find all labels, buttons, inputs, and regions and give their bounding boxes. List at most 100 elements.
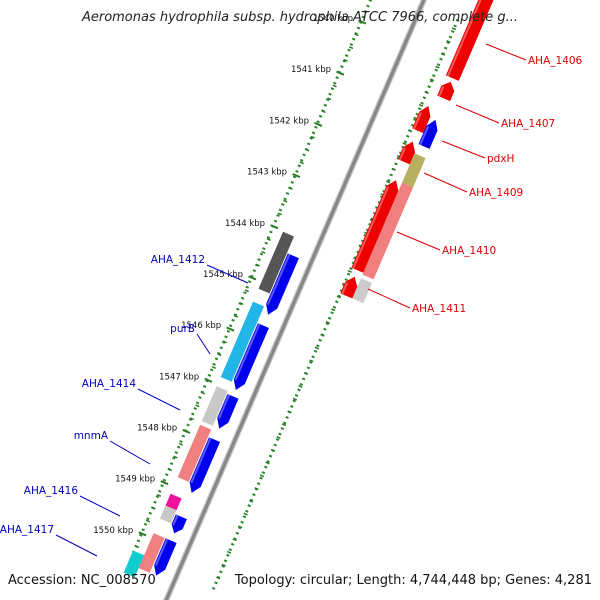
minor-tick — [440, 52, 446, 56]
gene-arrow-aha-1410c — [340, 276, 358, 299]
minor-tick — [173, 455, 178, 459]
feature-highlight — [352, 186, 390, 269]
gene-label-left: AHA_1417 — [0, 524, 54, 536]
tick-label: 1549 kbp — [115, 475, 155, 485]
gene-label-right: AHA_1407 — [501, 118, 555, 130]
tick-label: 1550 kbp — [93, 526, 133, 536]
major-tick — [314, 121, 323, 127]
minor-tick — [309, 359, 314, 363]
leader-line — [367, 288, 411, 309]
gene-arrow-mnma-fwd — [189, 437, 220, 493]
gene-label-left: AHA_1416 — [24, 485, 79, 497]
minor-tick — [277, 212, 282, 216]
minor-tick — [276, 436, 281, 439]
gene-arrow-aha-1416-fwd — [171, 514, 187, 534]
leader-line — [109, 440, 151, 465]
minor-tick — [244, 289, 249, 293]
feature-highlight — [217, 394, 231, 419]
gene-arrow-aha-1412 — [258, 231, 294, 294]
major-tick — [182, 428, 191, 434]
gene-label-right: pdxH — [487, 153, 514, 165]
minor-tick — [167, 468, 173, 472]
gene-arrow-aha-1414-fwd — [217, 394, 239, 429]
minor-tick — [327, 97, 332, 101]
leader-line — [79, 495, 121, 517]
gene-label-left: purB — [170, 323, 195, 335]
minor-tick — [283, 199, 288, 203]
major-tick — [358, 19, 367, 25]
minor-tick — [255, 263, 260, 267]
minor-tick — [254, 487, 259, 491]
gene-label-left: AHA_1412 — [151, 254, 205, 266]
minor-tick — [299, 161, 304, 165]
minor-tick — [287, 410, 292, 414]
gene-arrow-aha-1410a — [351, 180, 399, 273]
minor-tick — [233, 314, 238, 318]
minor-tick — [217, 353, 222, 357]
feature-highlight — [412, 112, 422, 130]
minor-tick — [238, 525, 243, 529]
gene-arrow-aha-1418 — [123, 550, 145, 578]
backbone-line — [164, 0, 426, 600]
minor-tick — [259, 474, 265, 478]
feature-highlight — [234, 323, 261, 381]
minor-tick — [424, 91, 429, 95]
gene-arrow-mnma — [177, 424, 212, 482]
minor-tick — [298, 384, 303, 388]
minor-tick — [446, 40, 451, 43]
feature-highlight — [446, 0, 482, 77]
gene-arrow-aha-1412-fwd — [266, 253, 299, 315]
minor-tick — [261, 250, 266, 254]
minor-tick — [391, 167, 396, 171]
feature-highlight — [190, 437, 212, 484]
gene-arrow-purb-fwd — [233, 323, 269, 390]
minor-tick — [195, 404, 200, 408]
minor-tick — [156, 494, 162, 497]
leader-line — [137, 388, 181, 411]
tick-label: 1545 kbp — [203, 270, 243, 280]
tick-label: 1542 kbp — [269, 116, 309, 126]
gene-arrow-aha-1417 — [138, 533, 165, 573]
minor-tick — [349, 46, 354, 50]
minor-tick — [134, 545, 140, 549]
minor-tick — [314, 346, 319, 350]
gene-arrow-aha-1406 — [445, 0, 494, 81]
minor-tick — [178, 442, 184, 446]
minor-tick — [232, 538, 237, 542]
feature-highlight — [266, 253, 291, 306]
gc-content-dots — [131, 0, 460, 590]
minor-tick — [325, 321, 330, 324]
minor-tick — [221, 563, 226, 567]
minor-tick — [336, 295, 341, 299]
leader-line — [396, 231, 441, 251]
minor-tick — [429, 78, 435, 82]
minor-tick — [402, 142, 407, 146]
gene-label-right: AHA_1409 — [469, 187, 523, 199]
tick-label: 1547 kbp — [159, 372, 199, 382]
tick-marks: 1540 kbp 1541 kbp 1542 kbp 1543 kbp 1544 kbp… — [93, 14, 457, 580]
gene-arrow-aha-1411 — [352, 278, 372, 304]
gene-arrow-aha-1406-tail — [437, 81, 455, 102]
minor-tick — [343, 58, 348, 62]
minor-tick — [305, 148, 310, 152]
label-leaders — [55, 43, 527, 557]
tick-label: 1548 kbp — [137, 424, 177, 434]
gc-dotted-line — [211, 19, 460, 590]
feature-highlight — [419, 126, 430, 146]
gene-arrow-aha-1407b — [397, 141, 416, 165]
minor-tick — [407, 129, 413, 133]
feature-highlight — [341, 282, 349, 295]
tick-label: 1541 kbp — [291, 65, 331, 75]
leader-line — [455, 104, 500, 124]
gene-arrow-pdxh — [418, 119, 438, 149]
feature-highlight — [154, 538, 169, 567]
minor-tick — [332, 84, 337, 88]
feature-highlight — [398, 147, 406, 161]
minor-tick — [354, 33, 359, 37]
minor-tick — [288, 186, 293, 190]
major-tick — [270, 224, 279, 230]
minor-tick — [320, 333, 325, 337]
major-tick — [204, 377, 213, 383]
gene-label-right: AHA_1406 — [528, 55, 583, 67]
minor-tick — [265, 461, 270, 465]
